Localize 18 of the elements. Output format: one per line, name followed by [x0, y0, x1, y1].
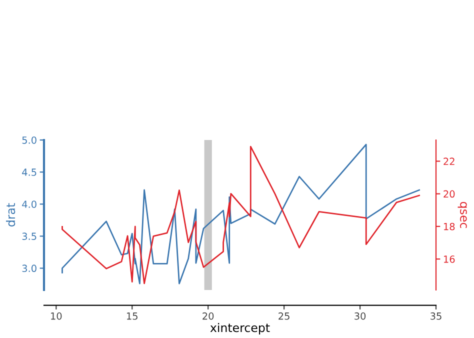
y-axis-title: drat [6, 203, 16, 226]
y-tick-label: 5.0 [22, 136, 36, 144]
y2-tick-label: 22 [444, 158, 454, 165]
x-tick-label: 25 [278, 312, 290, 320]
y-tick-label: 4.0 [22, 200, 36, 208]
y2-tick-label: 18 [444, 222, 455, 230]
y2-axis-title: qsec [458, 202, 467, 228]
y-tick-label: 4.5 [22, 168, 36, 176]
y-tick-label: 3.0 [22, 264, 36, 272]
x-tick-label: 10 [51, 312, 62, 320]
x-tick-label: 35 [430, 312, 442, 320]
x-tick-label: 30 [354, 312, 366, 320]
x-tick-label: 15 [127, 312, 138, 320]
x-tick-label: 20 [202, 312, 214, 320]
x-axis-title: xintercept [210, 323, 270, 334]
y2-tick-label: 20 [444, 190, 455, 198]
y-tick-label: 3.5 [22, 232, 36, 240]
y2-tick-label: 16 [444, 256, 455, 263]
